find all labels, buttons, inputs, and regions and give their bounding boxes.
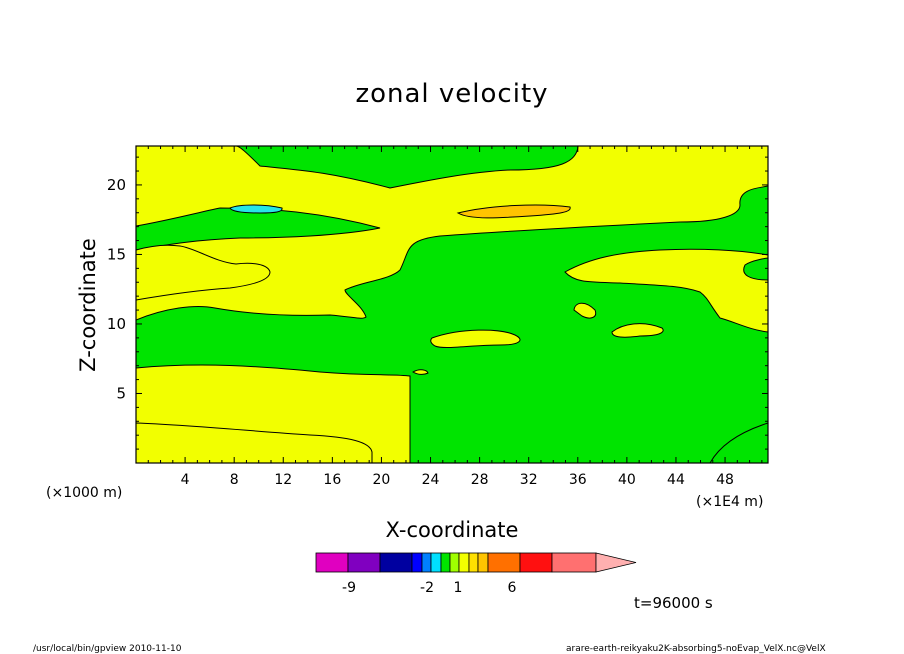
x-tick-label: 32 — [520, 472, 538, 488]
x-axis-ticks: 4 8 12 16 20 24 28 32 36 40 44 48 — [147, 146, 763, 488]
colorbar-label: 6 — [508, 580, 517, 596]
y-axis-ticks: 5 10 15 20 — [107, 156, 768, 450]
y-tick-label: 10 — [107, 315, 126, 333]
x-tick-label: 20 — [373, 472, 391, 488]
footer-right: arare-earth-reikyaku2K-absorbing5-noEvap… — [566, 644, 826, 654]
contour-area — [136, 146, 768, 463]
contour-positive-dot — [412, 369, 429, 375]
colorbar-label: 1 — [454, 580, 463, 596]
colorbar-segment — [449, 552, 460, 573]
contour-positive-right — [564, 248, 768, 333]
colorbar — [315, 552, 637, 573]
colorbar-segment — [421, 552, 432, 573]
x-axis-label: X-coordinate — [386, 518, 519, 542]
footer-left: /usr/local/bin/gpview 2010-11-10 — [33, 644, 182, 654]
x-tick-label: 36 — [569, 472, 587, 488]
x-tick-label: 4 — [181, 472, 190, 488]
colorbar-segment — [315, 552, 349, 573]
contour-positive-upper-left — [136, 244, 271, 301]
contour-negative-upper-right — [743, 257, 768, 281]
x-tick-label: 44 — [667, 472, 685, 488]
x-tick-label: 12 — [274, 472, 292, 488]
y-tick-label: 20 — [107, 176, 126, 194]
colorbar-segment — [477, 552, 489, 573]
x-tick-label: 48 — [716, 472, 734, 488]
y-axis-label: Z-coordinate — [76, 238, 100, 372]
colorbar-segment — [519, 552, 553, 573]
time-label: t=96000 s — [634, 594, 713, 612]
x-tick-label: 24 — [422, 472, 440, 488]
contour-positive-small-3 — [573, 302, 597, 319]
contour-positive-bottom — [136, 422, 373, 463]
colorbar-segment — [468, 552, 479, 573]
colorbar-segment — [458, 552, 470, 573]
colorbar-segment — [440, 552, 451, 573]
colorbar-segment — [379, 552, 413, 573]
colorbar-label: -9 — [342, 580, 356, 596]
colorbar-segment — [411, 552, 423, 573]
colorbar-segment — [430, 552, 442, 573]
contour-regions — [136, 146, 768, 463]
plot-frame — [135, 145, 769, 464]
y-tick-label: 15 — [107, 245, 126, 263]
contour-positive-small-2 — [611, 323, 664, 338]
x-tick-label: 40 — [618, 472, 636, 488]
colorbar-segment — [487, 552, 521, 573]
colorbar-arrow — [595, 552, 637, 573]
contour-positive-small-1 — [430, 329, 521, 349]
contour-negative-cell — [229, 204, 283, 214]
colorbar-segment — [347, 552, 381, 573]
x-scale-note: (×1E4 m) — [696, 494, 763, 510]
colorbar-segment — [551, 552, 597, 573]
colorbar-labels: -9 -2 1 6 — [342, 580, 517, 596]
chart-title: zonal velocity — [355, 79, 548, 109]
x-unit-label: (×1000 m) — [46, 485, 122, 501]
x-tick-label: 16 — [323, 472, 341, 488]
contour-positive-mid — [136, 146, 768, 321]
colorbar-label: -2 — [420, 580, 434, 596]
x-tick-label: 8 — [230, 472, 239, 488]
contour-positive-mid-cell — [456, 204, 571, 219]
y-tick-label: 5 — [116, 384, 126, 402]
x-tick-label: 28 — [471, 472, 489, 488]
